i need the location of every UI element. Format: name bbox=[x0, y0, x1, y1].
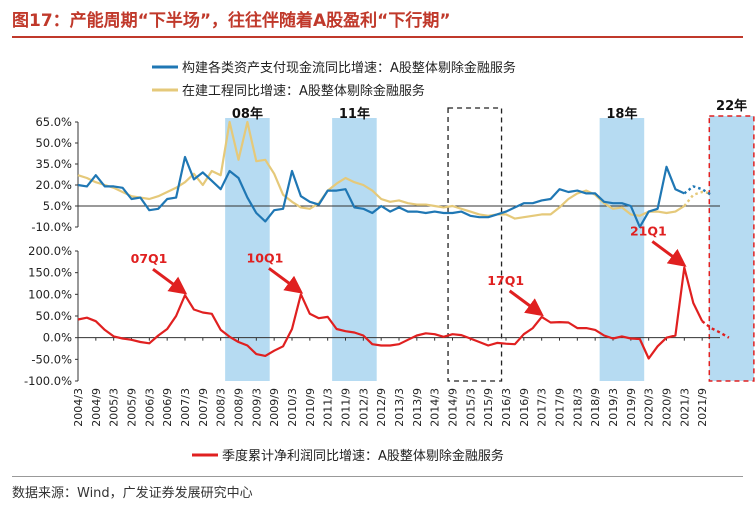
annotation-arrow-1 bbox=[268, 267, 304, 294]
xtick-label: 2006/3 bbox=[143, 388, 156, 427]
xtick-label: 2011/9 bbox=[340, 388, 353, 427]
lower-ytick-label: -50.0% bbox=[31, 352, 72, 366]
xtick-label: 2015/3 bbox=[464, 388, 477, 427]
xtick-label: 2009/3 bbox=[250, 388, 263, 427]
xtick-label: 2017/9 bbox=[554, 388, 567, 427]
band-label-0: 08年 bbox=[232, 106, 263, 122]
annotation-label-0: 07Q1 bbox=[131, 251, 168, 266]
annotation-label-1: 10Q1 bbox=[247, 250, 284, 265]
title-rule bbox=[12, 36, 743, 38]
dashed-band-2 bbox=[447, 107, 503, 382]
xtick-label: 2018/9 bbox=[589, 388, 602, 427]
figure-title: 图17：产能周期“下半场”，往往伴随着A股盈利“下行期” bbox=[12, 11, 451, 31]
annotation-label-3: 21Q1 bbox=[630, 223, 667, 238]
xtick-label: 2006/9 bbox=[161, 388, 174, 427]
xtick-label: 2005/3 bbox=[108, 388, 121, 427]
annotation-label-2: 17Q1 bbox=[487, 273, 524, 288]
lower-ytick-label: 50.0% bbox=[35, 309, 72, 323]
series-line-construction bbox=[77, 120, 685, 220]
lower-ytick-label: 150.0% bbox=[28, 266, 72, 280]
xtick-label: 2013/9 bbox=[411, 388, 424, 427]
series-line-capex bbox=[77, 155, 685, 229]
source-note: 数据来源：Wind，广发证券发展研究中心 bbox=[12, 486, 253, 501]
plot-layer: 08年 11年 18年 22年 65.0% 50.0% 35.0% 20.0% 5.0% -10.… bbox=[24, 98, 755, 427]
xtick-label: 2010/3 bbox=[286, 388, 299, 427]
upper-ytick-label: -10.0% bbox=[31, 220, 72, 234]
xtick-label: 2020/9 bbox=[661, 388, 674, 427]
xtick-label: 2020/3 bbox=[643, 388, 656, 427]
upper-ytick-label: 35.0% bbox=[35, 157, 72, 171]
annotation-arrow-2 bbox=[508, 289, 544, 317]
xtick-label: 2008/3 bbox=[215, 388, 228, 427]
projection-band-fill bbox=[709, 116, 754, 381]
upper-ytick-label: 65.0% bbox=[35, 115, 72, 129]
series-projection-capex bbox=[683, 185, 712, 196]
xtick-label: 2021/3 bbox=[678, 388, 691, 427]
xtick-label: 2010/9 bbox=[304, 388, 317, 427]
upper-ytick-label: 50.0% bbox=[35, 136, 72, 150]
xtick-label: 2021/9 bbox=[696, 388, 709, 427]
xtick-label: 2007/9 bbox=[197, 388, 210, 427]
xtick-label: 2015/9 bbox=[482, 388, 495, 427]
annotation-arrow-3 bbox=[651, 240, 687, 267]
highlight-band-3 bbox=[599, 118, 645, 381]
lower-ytick-label: 200.0% bbox=[28, 244, 72, 258]
xtick-label: 2008/9 bbox=[233, 388, 246, 427]
series-projection-profit bbox=[701, 320, 730, 339]
xtick-label: 2019/9 bbox=[625, 388, 638, 427]
lower-ytick-label: -100.0% bbox=[24, 374, 72, 388]
xtick-label: 2009/9 bbox=[268, 388, 281, 427]
xtick-label: 2018/3 bbox=[571, 388, 584, 427]
xtick-label: 2016/3 bbox=[500, 388, 513, 427]
xtick-label: 2012/9 bbox=[375, 388, 388, 427]
legend-label-capex: 构建各类资产支付现金流同比增速：A股整体剔除金融服务 bbox=[182, 60, 516, 76]
upper-ytick-label: 20.0% bbox=[35, 178, 72, 192]
xtick-label: 2019/3 bbox=[607, 388, 620, 427]
footer-rule bbox=[12, 476, 743, 477]
lower-legend: 季度累计净利润同比增速：A股整体剔除金融服务 bbox=[192, 448, 504, 464]
xtick-label: 2005/9 bbox=[126, 388, 139, 427]
band-label-4: 22年 bbox=[716, 98, 747, 114]
projection-band-border bbox=[708, 115, 755, 382]
xtick-label: 2011/3 bbox=[322, 388, 335, 427]
xtick-label: 2013/3 bbox=[393, 388, 406, 427]
lower-ytick-label: 100.0% bbox=[28, 287, 72, 301]
series-projection-construction bbox=[683, 190, 712, 207]
band-label-1: 11年 bbox=[339, 106, 370, 122]
xtick-label: 2012/3 bbox=[357, 388, 370, 427]
series-line-profit bbox=[77, 266, 704, 360]
xtick-label: 2014/9 bbox=[447, 388, 460, 427]
xtick-label: 2007/3 bbox=[179, 388, 192, 427]
lower-ytick-label: 0.0% bbox=[43, 331, 72, 345]
xtick-label: 2017/3 bbox=[536, 388, 549, 427]
legend-label-construction: 在建工程同比增速：A股整体剔除金融服务 bbox=[182, 83, 425, 99]
xtick-label: 2004/3 bbox=[72, 388, 85, 427]
xtick-label: 2014/3 bbox=[429, 388, 442, 427]
legend-label-profit: 季度累计净利润同比增速：A股整体剔除金融服务 bbox=[222, 448, 504, 464]
xtick-label: 2004/9 bbox=[90, 388, 103, 427]
upper-legend: 构建各类资产支付现金流同比增速：A股整体剔除金融服务 在建工程同比增速：A股整体… bbox=[152, 60, 516, 99]
annotation-arrow-0 bbox=[152, 267, 188, 295]
upper-ytick-label: 5.0% bbox=[43, 199, 72, 213]
xtick-label: 2016/9 bbox=[518, 388, 531, 427]
band-label-3: 18年 bbox=[606, 106, 637, 122]
